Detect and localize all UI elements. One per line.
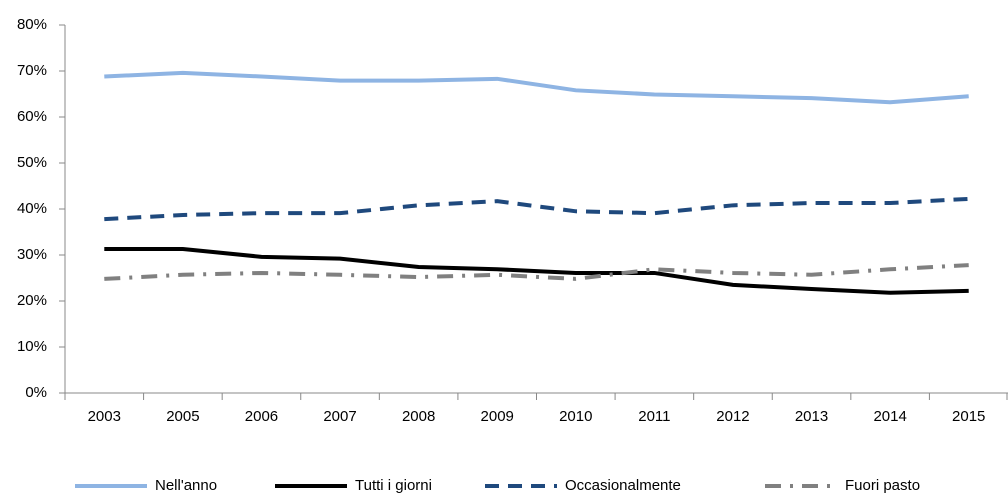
x-tick-label: 2010 bbox=[559, 408, 592, 425]
x-tick-label: 2012 bbox=[716, 408, 749, 425]
series-line bbox=[104, 196, 969, 222]
y-tick-label: 30% bbox=[17, 246, 47, 263]
y-tick-label: 0% bbox=[25, 384, 47, 401]
y-tick-label: 50% bbox=[17, 154, 47, 171]
y-tick-label: 40% bbox=[17, 200, 47, 217]
series-line bbox=[104, 263, 969, 281]
x-tick-label: 2013 bbox=[795, 408, 828, 425]
legend-label: Occasionalmente bbox=[565, 477, 681, 494]
legend-label: Fuori pasto bbox=[845, 477, 920, 494]
series-line bbox=[104, 70, 969, 105]
x-tick-label: 2003 bbox=[88, 408, 121, 425]
x-tick-label: 2009 bbox=[481, 408, 514, 425]
y-tick-label: 80% bbox=[17, 16, 47, 33]
x-tick-label: 2005 bbox=[166, 408, 199, 425]
y-tick-label: 70% bbox=[17, 62, 47, 79]
x-tick-label: 2008 bbox=[402, 408, 435, 425]
x-tick-label: 2011 bbox=[638, 408, 670, 425]
x-tick-label: 2014 bbox=[873, 408, 906, 425]
x-tick-label: 2015 bbox=[952, 408, 985, 425]
x-tick-label: 2006 bbox=[245, 408, 278, 425]
legend-label: Tutti i giorni bbox=[355, 477, 432, 494]
y-tick-label: 20% bbox=[17, 292, 47, 309]
series-line bbox=[104, 247, 969, 295]
y-tick-label: 60% bbox=[17, 108, 47, 125]
x-tick-label: 2007 bbox=[323, 408, 356, 425]
legend-label: Nell'anno bbox=[155, 477, 217, 494]
y-tick-label: 10% bbox=[17, 338, 47, 355]
